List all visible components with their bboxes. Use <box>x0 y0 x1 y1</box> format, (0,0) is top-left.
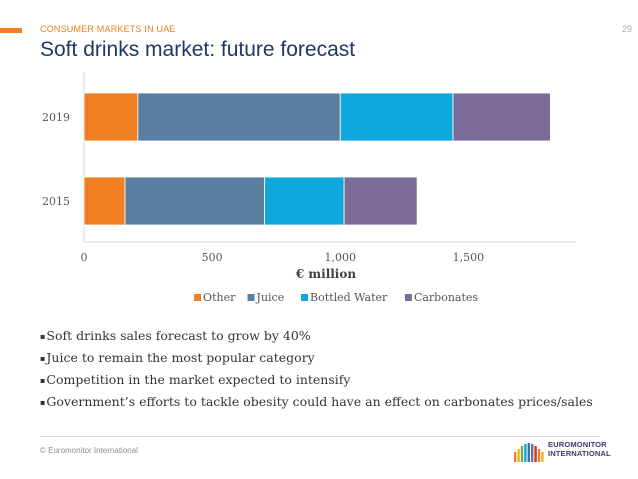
bar-segment <box>124 176 266 226</box>
page-number: 29 <box>621 24 632 34</box>
x-tick-label: 500 <box>202 251 223 264</box>
logo-wordmark: EUROMONITOR INTERNATIONAL <box>548 440 611 458</box>
bullet-item: ▪Government’s efforts to tackle obesity … <box>40 392 593 414</box>
copyright-text: © Euromonitor International <box>40 446 138 455</box>
legend-swatch <box>301 294 309 301</box>
euromonitor-logo <box>514 443 544 462</box>
section-label: CONSUMER MARKETS IN UAE <box>40 24 176 34</box>
bullet-item: ▪Juice to remain the most popular catego… <box>40 348 593 370</box>
legend-label: Carbonates <box>414 291 478 304</box>
y-tick-label: 2019 <box>42 111 70 124</box>
stacked-bar-chart: 2019 2015 0 500 1,000 1,500 € million Other Juic… <box>42 72 576 304</box>
bar-segment <box>137 92 341 142</box>
bullet-marker-icon: ▪ <box>40 332 46 341</box>
page-title: Soft drinks market: future forecast <box>40 38 356 61</box>
accent-bar <box>0 28 22 33</box>
bullet-marker-icon: ▪ <box>40 354 46 363</box>
bullet-marker-icon: ▪ <box>40 376 46 385</box>
bar-segment <box>339 92 454 142</box>
bullet-text: Juice to remain the most popular categor… <box>46 350 315 365</box>
legend-swatch <box>247 294 255 301</box>
legend-label: Bottled Water <box>310 291 388 304</box>
footer-divider <box>40 436 600 437</box>
x-axis-title: € million <box>295 267 356 281</box>
legend-label: Juice <box>256 291 285 304</box>
bar-segment <box>83 176 126 226</box>
x-tick-label: 1,500 <box>453 251 485 264</box>
x-tick-label: 0 <box>81 251 88 264</box>
bar-segment <box>343 176 418 226</box>
bullet-text: Competition in the market expected to in… <box>46 372 351 387</box>
bullet-marker-icon: ▪ <box>40 398 46 407</box>
bullet-text: Government’s efforts to tackle obesity c… <box>46 394 593 409</box>
bullet-item: ▪Competition in the market expected to i… <box>40 370 593 392</box>
x-tick-label: 1,000 <box>325 251 357 264</box>
bar-segment <box>452 92 551 142</box>
bullet-list: ▪Soft drinks sales forecast to grow by 4… <box>40 326 593 414</box>
bar-segment <box>264 176 345 226</box>
bullet-text: Soft drinks sales forecast to grow by 40… <box>46 328 311 343</box>
y-tick-label: 2015 <box>42 195 70 208</box>
legend-swatch <box>194 294 202 301</box>
bullet-item: ▪Soft drinks sales forecast to grow by 4… <box>40 326 593 348</box>
bar-segment <box>83 92 139 142</box>
legend-label: Other <box>203 291 236 304</box>
legend-swatch <box>404 294 412 301</box>
